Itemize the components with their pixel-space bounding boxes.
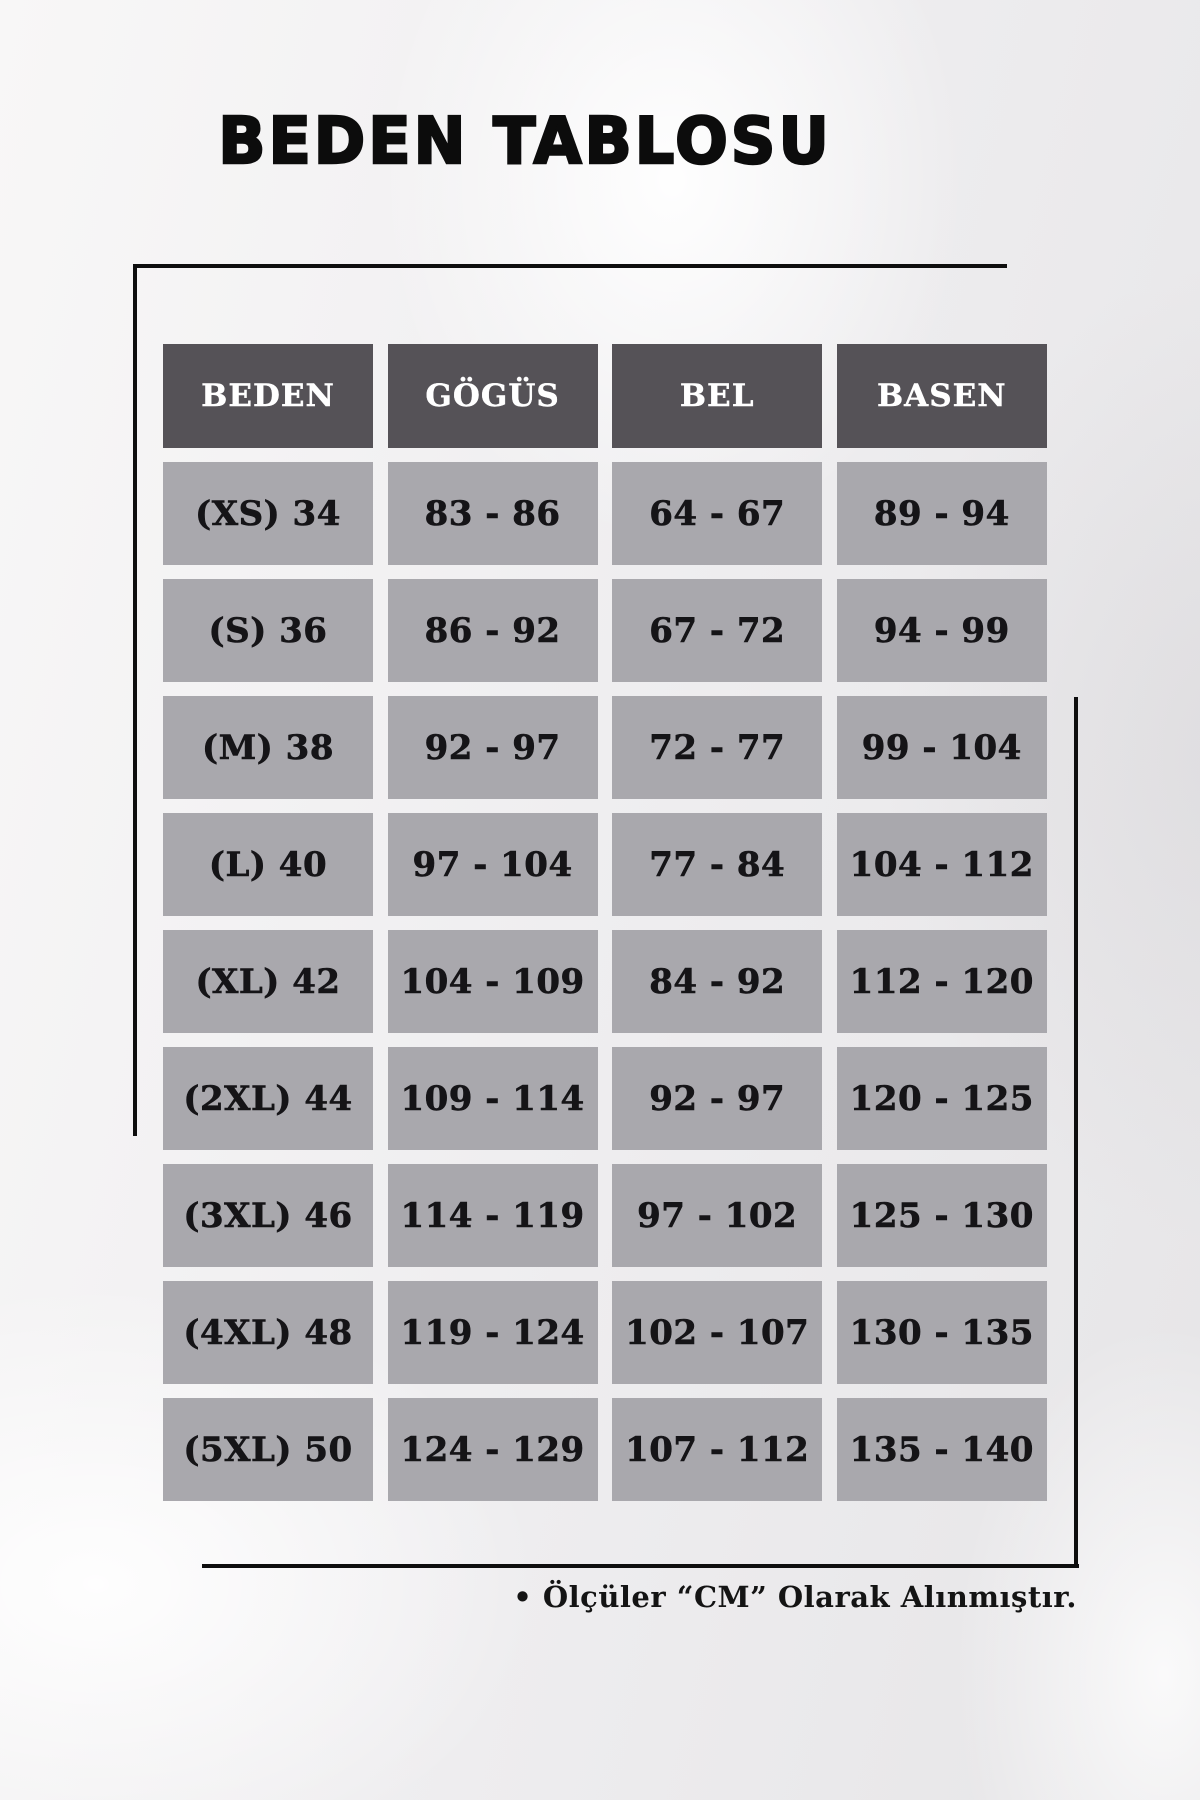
value-cell: 135 - 140 [836, 1398, 1047, 1501]
value-cell: 120 - 125 [836, 1047, 1047, 1150]
value-cell: 104 - 112 [836, 813, 1047, 916]
value-cell: 72 - 77 [612, 696, 823, 799]
size-cell: (L) 40 [163, 813, 373, 916]
size-table: BEDEN GÖGÜS BEL BASEN (XS) 34 83 - 86 64 - 67 8… [163, 344, 1047, 1501]
size-cell: (5XL) 50 [163, 1398, 373, 1501]
value-cell: 109 - 114 [387, 1047, 598, 1150]
value-cell: 97 - 104 [387, 813, 598, 916]
value-cell: 86 - 92 [387, 579, 598, 682]
header-cell-bel: BEL [612, 344, 823, 448]
value-cell: 114 - 119 [387, 1164, 598, 1267]
size-cell: (2XL) 44 [163, 1047, 373, 1150]
size-cell: (S) 36 [163, 579, 373, 682]
size-cell: (4XL) 48 [163, 1281, 373, 1384]
value-cell: 83 - 86 [387, 462, 598, 565]
size-cell: (M) 38 [163, 696, 373, 799]
value-cell: 84 - 92 [612, 930, 823, 1033]
header-cell-basen: BASEN [836, 344, 1047, 448]
value-cell: 94 - 99 [836, 579, 1047, 682]
value-cell: 92 - 97 [387, 696, 598, 799]
frame-line-right [1074, 697, 1078, 1568]
value-cell: 99 - 104 [836, 696, 1047, 799]
value-cell: 112 - 120 [836, 930, 1047, 1033]
value-cell: 130 - 135 [836, 1281, 1047, 1384]
value-cell: 125 - 130 [836, 1164, 1047, 1267]
value-cell: 77 - 84 [612, 813, 823, 916]
value-cell: 97 - 102 [612, 1164, 823, 1267]
size-cell: (XS) 34 [163, 462, 373, 565]
value-cell: 89 - 94 [836, 462, 1047, 565]
header-cell-beden: BEDEN [163, 344, 373, 448]
value-cell: 67 - 72 [612, 579, 823, 682]
size-cell: (XL) 42 [163, 930, 373, 1033]
page-title: BEDEN TABLOSU [217, 101, 832, 179]
measurement-note: • Ölçüler “CM” Olarak Alınmıştır. [513, 1580, 1077, 1614]
value-cell: 92 - 97 [612, 1047, 823, 1150]
value-cell: 124 - 129 [387, 1398, 598, 1501]
value-cell: 104 - 109 [387, 930, 598, 1033]
value-cell: 107 - 112 [612, 1398, 823, 1501]
frame-line-top [133, 264, 1007, 268]
header-cell-gogus: GÖGÜS [387, 344, 598, 448]
frame-line-left [133, 264, 137, 1136]
value-cell: 119 - 124 [387, 1281, 598, 1384]
value-cell: 64 - 67 [612, 462, 823, 565]
frame-line-bottom [202, 1564, 1079, 1568]
value-cell: 102 - 107 [612, 1281, 823, 1384]
size-cell: (3XL) 46 [163, 1164, 373, 1267]
